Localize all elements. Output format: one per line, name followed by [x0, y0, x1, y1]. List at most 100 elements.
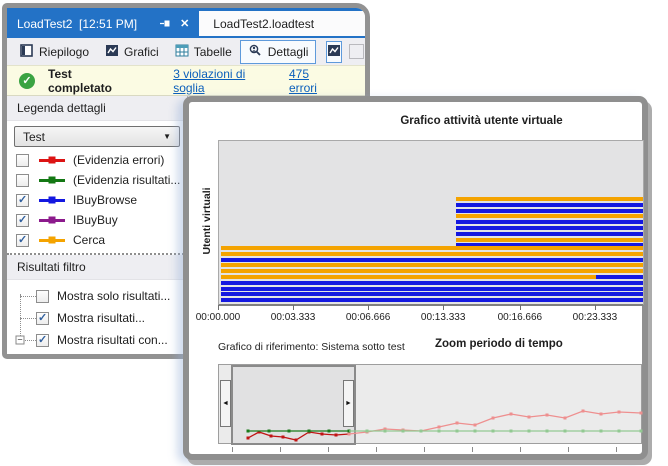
chart-view-toggle-button[interactable]	[326, 40, 343, 63]
errors-link[interactable]: 475 errori	[288, 66, 317, 95]
disabled-icon-placeholder	[349, 44, 365, 59]
checkbox[interactable]	[16, 233, 29, 247]
panel-splitter[interactable]	[7, 253, 187, 255]
x-axis-tick	[443, 305, 445, 310]
checkbox[interactable]	[36, 289, 49, 303]
x-axis-tick-label: 00:06.666	[345, 312, 391, 323]
checkbox[interactable]	[16, 193, 29, 207]
test-status-bar: ✓ Test completato 3 violazioni di soglia…	[7, 65, 365, 96]
user-activity-bar	[220, 298, 643, 302]
tree-connector-stub	[20, 339, 36, 341]
series-color-marker	[39, 236, 65, 244]
user-activity-bar	[595, 275, 643, 279]
user-activity-bar	[455, 232, 643, 236]
checkbox[interactable]	[36, 333, 49, 347]
pin-icon[interactable]	[160, 18, 171, 29]
close-icon[interactable]: ✕	[180, 18, 190, 30]
riepilogo-button[interactable]: Riepilogo	[12, 40, 97, 64]
document-tab-bar: LoadTest2 [12:51 PM] ✕ LoadTest2.loadtes…	[7, 11, 365, 36]
legend-panel-title: Legenda dettagli	[7, 96, 187, 121]
tab-label: LoadTest2 [12:51 PM]	[17, 16, 138, 31]
x-axis-tick-label: 00:03.333	[270, 312, 316, 323]
chevron-down-icon: ▾	[368, 47, 370, 56]
strip-axis-tick	[376, 447, 377, 452]
zoom-handle-right[interactable]: ►	[343, 380, 354, 427]
x-axis-tick	[594, 305, 596, 310]
success-check-icon: ✓	[19, 72, 35, 89]
strip-axis-tick	[568, 447, 569, 452]
chart-title: Grafico attività utente virtuale	[400, 115, 563, 127]
dettagli-button[interactable]: Dettagli	[239, 39, 317, 64]
reference-chart-label: Grafico di riferimento: Sistema sotto te…	[218, 341, 405, 353]
virtual-user-activity-window: Grafico attività utente virtuale Utenti …	[183, 96, 648, 460]
checkbox[interactable]	[16, 173, 29, 187]
user-activity-bar	[455, 214, 643, 218]
tab-label: LoadTest2.loadtest	[213, 16, 315, 31]
legend-item-ibuybrowse[interactable]: IBuyBrowse	[7, 190, 187, 210]
filter-results-tree: Mostra solo risultati... Mostra risultat…	[7, 280, 187, 354]
series-color-marker	[39, 156, 65, 164]
threshold-violations-link[interactable]: 3 violazioni di soglia	[173, 66, 246, 95]
grafici-button[interactable]: Grafici	[97, 40, 167, 64]
details-magnifier-icon	[248, 44, 263, 60]
tree-item-mostra-risultati-con[interactable]: − Mostra risultati con...	[7, 329, 187, 351]
series-color-marker	[39, 176, 65, 184]
checkbox[interactable]	[16, 153, 29, 167]
user-activity-bar	[220, 275, 596, 279]
chevron-down-icon: ▼	[163, 132, 171, 141]
reference-chart-lines	[246, 409, 643, 442]
zoom-selection-window[interactable]	[231, 365, 356, 445]
tab-loadtest2-loadtest[interactable]: LoadTest2.loadtest	[199, 11, 328, 36]
user-activity-bar	[455, 226, 643, 230]
timeline-zoom-strip: ◄ ►	[218, 364, 643, 445]
legend-item-evidenzia-errori[interactable]: (Evidenzia errori)	[7, 150, 187, 170]
disabled-dropdown: ▾	[349, 44, 370, 59]
tree-expander-icon[interactable]: −	[15, 334, 25, 345]
tree-connector-stub	[20, 295, 36, 297]
tab-loadtest2-active[interactable]: LoadTest2 [12:51 PM] ✕	[7, 11, 200, 36]
details-legend-panel: Legenda dettagli Test ▼ (Evidenzia error…	[7, 96, 188, 354]
x-axis-tick	[519, 305, 521, 310]
user-activity-bar	[220, 252, 643, 256]
strip-axis-tick	[328, 447, 329, 452]
tree-connector-stub	[20, 317, 36, 319]
legend-list: (Evidenzia errori) (Evidenzia risultati.…	[7, 150, 187, 250]
strip-axis-tick	[232, 447, 233, 452]
virtual-user-activity-plot	[218, 140, 644, 306]
tab-underline	[7, 36, 365, 38]
series-color-marker	[39, 216, 65, 224]
tabelle-button[interactable]: Tabelle	[167, 40, 240, 64]
tree-connector-line	[20, 294, 21, 344]
zoom-period-label: Zoom periodo di tempo	[435, 338, 563, 350]
user-activity-bar	[220, 292, 643, 296]
user-activity-bar	[455, 238, 643, 242]
user-activity-bar	[455, 220, 643, 224]
dropdown-value: Test	[23, 129, 46, 144]
results-toolbar: Riepilogo Grafici Tabelle Dettagli	[7, 38, 365, 65]
tree-item-mostra-solo-risultati[interactable]: Mostra solo risultati...	[7, 285, 187, 307]
tree-item-mostra-risultati[interactable]: Mostra risultati...	[7, 307, 187, 329]
user-activity-bar	[220, 263, 643, 267]
user-activity-bar	[220, 258, 643, 262]
series-color-marker	[39, 196, 65, 204]
filter-panel-title: Risultati filtro	[7, 255, 187, 280]
table-icon	[175, 44, 189, 60]
legend-item-cerca[interactable]: Cerca	[7, 230, 187, 250]
strip-axis-tick	[472, 447, 473, 452]
checkbox[interactable]	[36, 311, 49, 325]
zoom-handle-left[interactable]: ◄	[220, 380, 231, 427]
x-axis-tick-label: 00:13.333	[420, 312, 466, 323]
user-activity-bar	[220, 287, 643, 291]
legend-item-evidenzia-risultati[interactable]: (Evidenzia risultati...	[7, 170, 187, 190]
user-activity-bar	[220, 269, 643, 273]
legend-item-ibuybuy[interactable]: IBuyBuy	[7, 210, 187, 230]
legend-scope-dropdown[interactable]: Test ▼	[14, 126, 180, 147]
x-axis-tick-label: 00:16.666	[497, 312, 543, 323]
user-activity-bar	[455, 197, 643, 201]
user-activity-bar	[220, 246, 643, 250]
checkbox[interactable]	[16, 213, 29, 227]
chart-icon	[327, 44, 341, 60]
strip-axis-tick	[424, 447, 425, 452]
user-activity-bar	[220, 281, 643, 285]
